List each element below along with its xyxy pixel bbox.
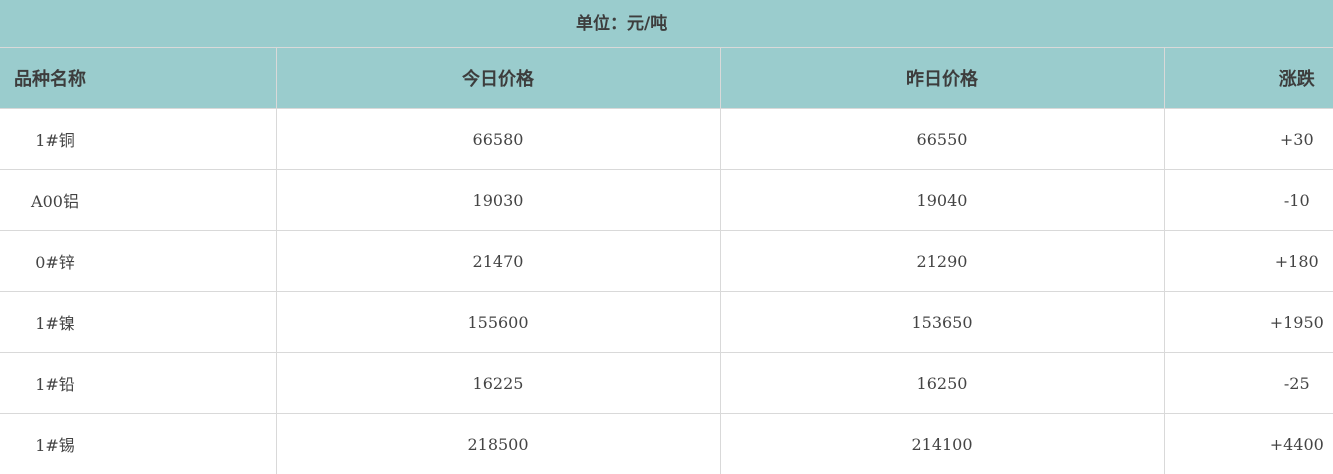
cell-change: +4400 xyxy=(1164,414,1333,474)
unit-label: 单位：元/吨 xyxy=(0,0,1333,48)
cell-today-price: 19030 xyxy=(276,170,720,231)
cell-today-price: 21470 xyxy=(276,231,720,292)
cell-change: -10 xyxy=(1164,170,1333,231)
cell-name: 0#锌 xyxy=(0,231,276,292)
metal-name: 1#铅 xyxy=(15,371,95,395)
metal-name: A00铝 xyxy=(15,188,95,212)
cell-name: A00铝 xyxy=(0,170,276,231)
cell-name: 1#镍 xyxy=(0,292,276,353)
header-name: 品种名称 xyxy=(0,48,276,109)
cell-today-price: 155600 xyxy=(276,292,720,353)
header-change: 涨跌 xyxy=(1164,48,1333,109)
cell-change: +30 xyxy=(1164,109,1333,170)
cell-yesterday-price: 16250 xyxy=(720,353,1164,414)
metal-name: 1#镍 xyxy=(15,310,95,334)
cell-change: +1950 xyxy=(1164,292,1333,353)
cell-change: -25 xyxy=(1164,353,1333,414)
header-today-price: 今日价格 xyxy=(276,48,720,109)
metal-name: 0#锌 xyxy=(15,249,95,273)
cell-today-price: 66580 xyxy=(276,109,720,170)
metal-name: 1#锡 xyxy=(15,432,95,456)
cell-yesterday-price: 66550 xyxy=(720,109,1164,170)
cell-yesterday-price: 19040 xyxy=(720,170,1164,231)
cell-yesterday-price: 153650 xyxy=(720,292,1164,353)
cell-change: +180 xyxy=(1164,231,1333,292)
metal-name: 1#铜 xyxy=(15,127,95,151)
cell-name: 1#铜 xyxy=(0,109,276,170)
cell-name: 1#铅 xyxy=(0,353,276,414)
cell-today-price: 16225 xyxy=(276,353,720,414)
header-row: 品种名称 今日价格 昨日价格 涨跌 xyxy=(0,48,1333,109)
cell-today-price: 218500 xyxy=(276,414,720,474)
cell-yesterday-price: 21290 xyxy=(720,231,1164,292)
header-yesterday-price: 昨日价格 xyxy=(720,48,1164,109)
cell-name: 1#锡 xyxy=(0,414,276,474)
cell-yesterday-price: 214100 xyxy=(720,414,1164,474)
